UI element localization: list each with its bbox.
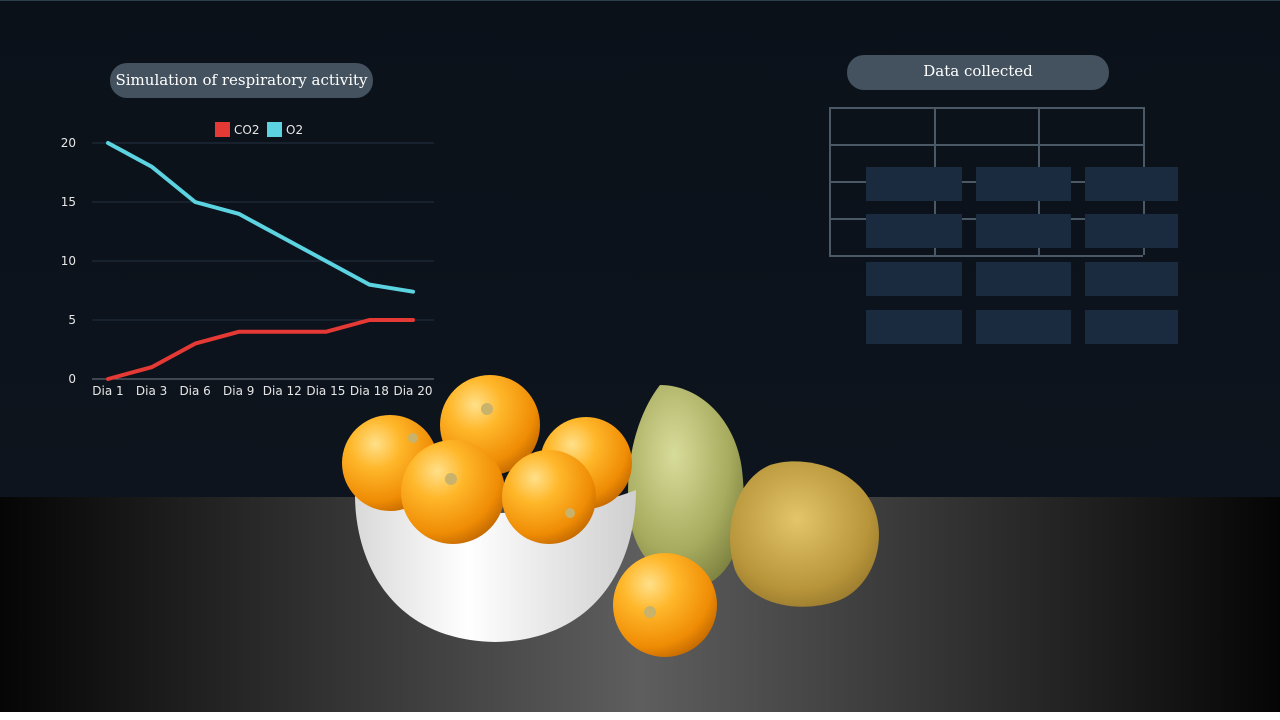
y-tick-label: 5 bbox=[68, 313, 76, 327]
table-cell-placeholder bbox=[866, 167, 962, 201]
y-axis: 0 5 10 15 20 bbox=[61, 136, 76, 386]
table-cell-placeholder bbox=[976, 214, 1071, 248]
x-tick-label: Dia 3 bbox=[136, 384, 167, 398]
x-tick-label: Dia 9 bbox=[223, 384, 254, 398]
table-cell-placeholder bbox=[866, 214, 962, 248]
table-grid-line bbox=[829, 255, 1143, 257]
table-grid-line bbox=[829, 144, 1143, 146]
series-line-co2 bbox=[106, 318, 415, 381]
husk-open bbox=[730, 461, 879, 607]
series-line-o2 bbox=[106, 141, 415, 294]
y-tick-label: 0 bbox=[68, 372, 76, 386]
table-cell-placeholder bbox=[976, 262, 1071, 296]
legend-swatch-co2 bbox=[215, 122, 230, 137]
table-cell-placeholder bbox=[976, 167, 1071, 201]
table-cell-placeholder bbox=[866, 310, 962, 344]
x-tick-label: Dia 20 bbox=[393, 384, 432, 398]
table-cell-placeholder bbox=[1085, 262, 1178, 296]
top-border bbox=[0, 0, 1280, 1]
legend-label-co2: CO2 bbox=[234, 123, 259, 137]
x-tick-label: Dia 18 bbox=[350, 384, 389, 398]
table-title: Data collected bbox=[847, 55, 1109, 90]
husk-upright bbox=[628, 385, 744, 586]
table-cell-placeholder bbox=[866, 262, 962, 296]
table-cell-placeholder bbox=[1085, 310, 1178, 344]
x-tick-label: Dia 1 bbox=[92, 384, 123, 398]
chart-grid bbox=[92, 142, 434, 380]
table-cell-placeholder bbox=[1085, 214, 1178, 248]
chart-title: Simulation of respiratory activity bbox=[110, 63, 373, 98]
table-cell-placeholder bbox=[976, 310, 1071, 344]
y-tick-label: 15 bbox=[61, 195, 76, 209]
legend-label-o2: O2 bbox=[286, 123, 303, 137]
bottom-strip bbox=[0, 712, 1280, 720]
x-tick-label: Dia 6 bbox=[179, 384, 210, 398]
x-axis: Dia 1 Dia 3 Dia 6 Dia 9 Dia 12 Dia 15 Dia 18 Di… bbox=[92, 384, 432, 398]
legend-swatch-o2 bbox=[267, 122, 282, 137]
chart-legend: CO2 O2 bbox=[215, 122, 303, 137]
x-tick-label: Dia 15 bbox=[306, 384, 345, 398]
y-tick-label: 20 bbox=[61, 136, 76, 150]
x-tick-label: Dia 12 bbox=[263, 384, 302, 398]
table-grid-line bbox=[829, 107, 831, 255]
y-tick-label: 10 bbox=[61, 254, 76, 268]
table-cell-placeholder bbox=[1085, 167, 1178, 201]
table-grid-line bbox=[829, 107, 1143, 109]
chart-series bbox=[106, 141, 415, 381]
